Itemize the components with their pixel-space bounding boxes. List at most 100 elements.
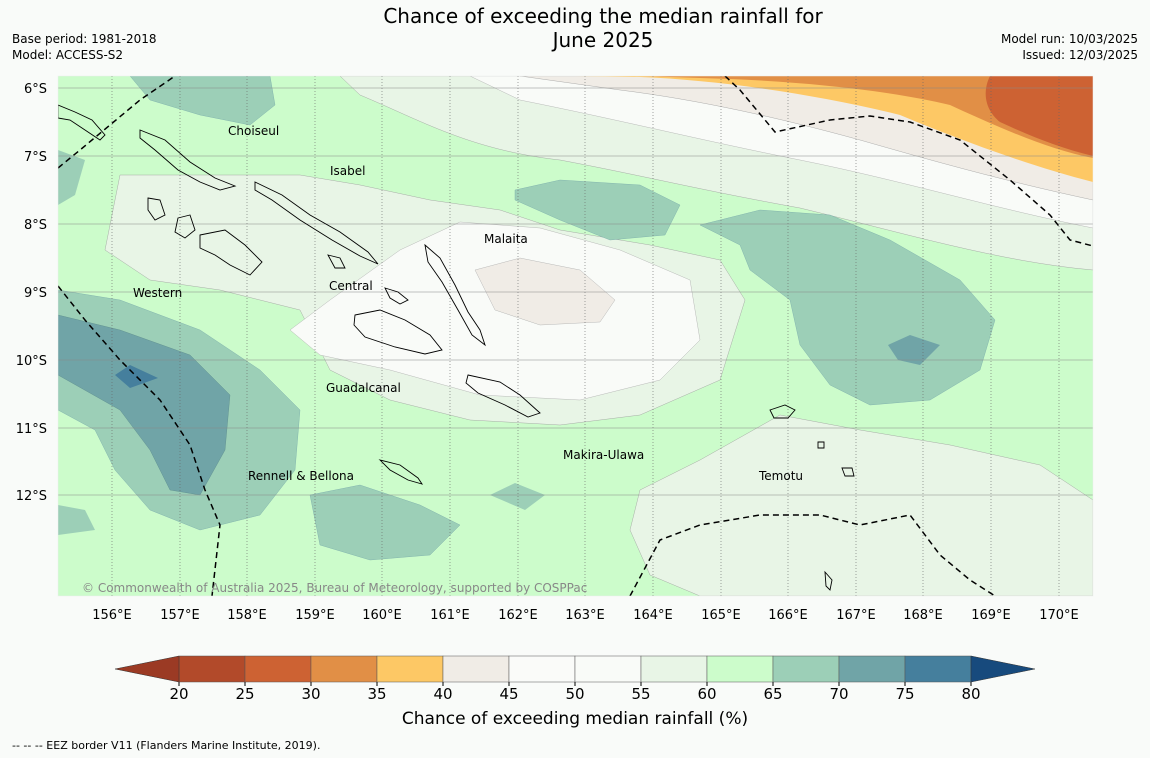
lat-label: 7°S <box>24 150 47 165</box>
region-labels: Choiseul Isabel Malaita Central Western … <box>133 124 803 483</box>
colorbar-tick-label: 35 <box>367 685 386 700</box>
colorbar-cell <box>838 655 906 683</box>
island-choiseul <box>139 129 237 191</box>
map-figure: Choiseul Isabel Malaita Central Western … <box>16 75 1094 700</box>
contour-65-70-corner <box>58 505 95 535</box>
lon-label: 165°E <box>701 608 741 623</box>
colorbar-tick-label: 45 <box>499 685 518 700</box>
colorbar-cell <box>508 655 576 683</box>
island-south-small <box>824 570 833 591</box>
island-vella-lavella <box>147 197 166 221</box>
island-russell <box>327 254 346 269</box>
map-frame <box>57 75 1094 597</box>
contour-65-70-small <box>490 483 545 510</box>
island-malaita <box>424 243 486 347</box>
contour-65-70-west <box>58 150 85 205</box>
colorbar-cell <box>772 655 840 683</box>
lat-label: 12°S <box>16 489 47 504</box>
parallel-grid <box>58 87 1093 496</box>
island-florida <box>384 287 409 305</box>
title-line-1: Chance of exceeding the median rainfall … <box>383 4 823 28</box>
contour-50-55-center <box>289 221 701 401</box>
colorbar-tick-label: 60 <box>697 685 716 700</box>
label-temotu: Temotu <box>758 469 803 483</box>
colorbar-cell <box>640 655 708 683</box>
eez-border <box>58 76 1093 596</box>
contour-45-50-center <box>474 257 616 326</box>
lat-label: 10°S <box>16 354 47 369</box>
label-rennell-bellona: Rennell & Bellona <box>248 469 354 483</box>
label-choiseul: Choiseul <box>228 124 279 138</box>
contour-55-60-southeast <box>629 414 1093 596</box>
lat-label: 11°S <box>16 422 47 437</box>
label-isabel: Isabel <box>330 164 365 178</box>
colorbar-over-arrow <box>970 655 1036 683</box>
colorbar-cell <box>310 655 378 683</box>
colorbar-cell <box>244 655 312 683</box>
contour-30-35-north <box>640 76 1093 158</box>
colorbar-cell <box>178 655 246 683</box>
island-anuta <box>817 441 825 449</box>
island-kolombangara <box>174 214 196 239</box>
latitude-labels: 6°S 7°S 8°S 9°S 10°S 11°S 12°S <box>16 82 47 504</box>
lon-label: 164°E <box>633 608 673 623</box>
issued-text: Issued: 12/03/2025 <box>1022 48 1138 62</box>
base-period-text: Base period: 1981-2018 <box>12 32 157 46</box>
island-guadalcanal <box>353 309 443 355</box>
island-new-georgia <box>199 229 263 276</box>
colorbar: 20 25 30 35 40 45 50 55 60 65 70 75 80 <box>114 655 1036 700</box>
colorbar-tick-label: 40 <box>433 685 452 700</box>
longitude-labels: 156°E 157°E 158°E 159°E 160°E 161°E 162°… <box>92 608 1079 623</box>
model-run-text: Model run: 10/03/2025 <box>1000 32 1138 46</box>
meta-left: Base period: 1981-2018 Model: ACCESS-S2 <box>12 31 157 63</box>
lon-label: 157°E <box>160 608 200 623</box>
coastlines <box>58 104 855 591</box>
colorbar-under-arrow <box>114 655 180 683</box>
lon-label: 166°E <box>768 608 808 623</box>
label-central: Central <box>329 279 373 293</box>
lat-label: 8°S <box>24 218 47 233</box>
island-bougainville <box>58 104 106 141</box>
colorbar-tick-label: 75 <box>895 685 914 700</box>
lon-label: 167°E <box>836 608 876 623</box>
lon-label: 161°E <box>430 608 470 623</box>
colorbar-tick-label: 70 <box>829 685 848 700</box>
map-area <box>58 76 1093 596</box>
lat-label: 6°S <box>24 82 47 97</box>
colorbar-tick-label: 25 <box>235 685 254 700</box>
colorbar-tick-label: 55 <box>631 685 650 700</box>
lon-label: 170°E <box>1039 608 1079 623</box>
lon-label: 162°E <box>498 608 538 623</box>
colorbar-tick-label: 30 <box>301 685 320 700</box>
lon-label: 169°E <box>971 608 1011 623</box>
lon-label: 158°E <box>227 608 267 623</box>
contour-65-70-mid <box>514 179 681 241</box>
lon-label: 159°E <box>295 608 335 623</box>
label-western: Western <box>133 286 182 300</box>
colorbar-label: Chance of exceeding median rainfall (%) <box>401 709 749 729</box>
island-rennell <box>378 459 424 485</box>
island-makira <box>465 374 541 418</box>
model-text: Model: ACCESS-S2 <box>12 48 124 62</box>
island-isabel <box>254 181 379 265</box>
contour-25-30-north <box>985 76 1093 156</box>
lon-label: 160°E <box>362 608 402 623</box>
colorbar-cell <box>442 655 510 683</box>
label-malaita: Malaita <box>484 232 528 246</box>
colorbar-cell <box>904 655 972 683</box>
colorbar-cell <box>376 655 444 683</box>
colorbar-tick-label: 50 <box>565 685 584 700</box>
label-makira-ulawa: Makira-Ulawa <box>563 448 644 462</box>
label-guadalcanal: Guadalcanal <box>326 381 401 395</box>
lat-label: 9°S <box>24 286 47 301</box>
meta-right: Model run: 10/03/2025 Issued: 12/03/2025 <box>1001 31 1138 63</box>
island-santa-cruz <box>769 404 796 419</box>
contour-65-70-south <box>309 484 461 561</box>
title-line-2: June 2025 <box>552 28 654 52</box>
colorbar-cell <box>574 655 642 683</box>
copyright-text: © Commonwealth of Australia 2025, Bureau… <box>82 581 587 595</box>
lon-label: 168°E <box>903 608 943 623</box>
colorbar-tick-label: 80 <box>961 685 980 700</box>
lon-label: 163°E <box>565 608 605 623</box>
colorbar-cell <box>706 655 774 683</box>
